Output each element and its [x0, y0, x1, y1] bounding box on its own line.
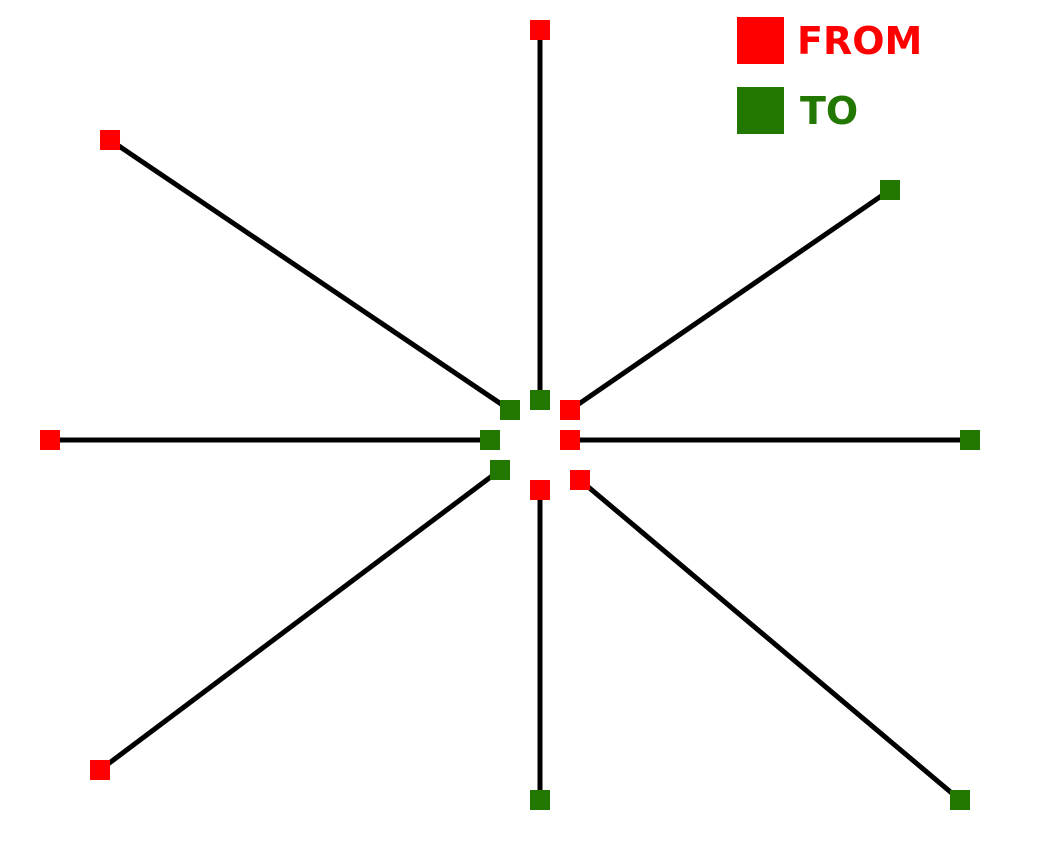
to-markers: [480, 180, 980, 810]
legend: FROM TO: [737, 17, 922, 134]
legend-to-swatch: [737, 87, 784, 134]
legend-from-swatch: [737, 17, 784, 64]
from-marker: [570, 470, 590, 490]
from-marker: [100, 130, 120, 150]
to-marker: [500, 400, 520, 420]
from-marker: [90, 760, 110, 780]
legend-from-label: FROM: [797, 19, 922, 63]
to-marker: [950, 790, 970, 810]
to-marker: [960, 430, 980, 450]
legend-to-label: TO: [800, 89, 858, 133]
to-marker: [530, 790, 550, 810]
edge-south-west: [98, 468, 502, 772]
from-marker: [530, 480, 550, 500]
edge-north-west: [108, 137, 512, 413]
from-markers: [40, 20, 590, 780]
to-marker: [490, 460, 510, 480]
from-marker: [40, 430, 60, 450]
edge-north-east: [568, 187, 892, 413]
edge-south-east: [578, 478, 962, 802]
to-marker: [480, 430, 500, 450]
to-marker: [880, 180, 900, 200]
from-marker: [560, 400, 580, 420]
from-marker: [530, 20, 550, 40]
from-marker: [560, 430, 580, 450]
to-marker: [530, 390, 550, 410]
edge-lines: [50, 30, 970, 802]
